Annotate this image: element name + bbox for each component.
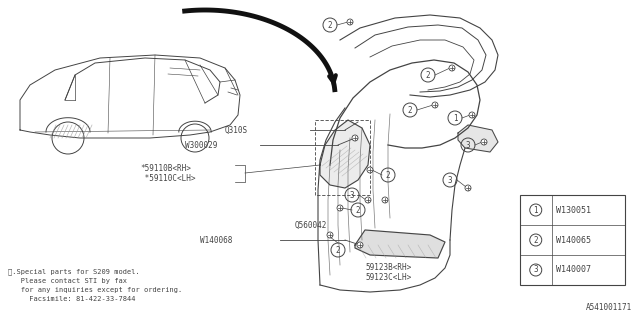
Text: 59123C<LH>: 59123C<LH> (365, 274, 412, 283)
Circle shape (432, 102, 438, 108)
Text: W130051: W130051 (557, 205, 591, 214)
Text: 3: 3 (448, 175, 452, 185)
Circle shape (337, 205, 343, 211)
Text: 2: 2 (328, 20, 332, 29)
Text: Q310S: Q310S (225, 125, 248, 134)
Text: 3: 3 (349, 190, 355, 199)
Text: 2: 2 (426, 70, 430, 79)
Text: W140065: W140065 (557, 236, 591, 244)
Polygon shape (320, 120, 370, 188)
Text: 59123B<RH>: 59123B<RH> (365, 263, 412, 273)
Circle shape (365, 197, 371, 203)
Polygon shape (458, 125, 498, 152)
Circle shape (469, 112, 475, 118)
Circle shape (382, 197, 388, 203)
Text: 3: 3 (466, 140, 470, 149)
Text: 2: 2 (533, 236, 538, 244)
Text: 3: 3 (533, 266, 538, 275)
Text: 2: 2 (336, 245, 340, 254)
Circle shape (357, 242, 363, 248)
Text: 1: 1 (533, 205, 538, 214)
Circle shape (347, 19, 353, 25)
Circle shape (449, 65, 455, 71)
Text: *59110B<RH>: *59110B<RH> (140, 164, 191, 172)
Text: 2: 2 (356, 205, 360, 214)
Text: ※.Special parts for S209 model.
   Please contact STI by fax
   for any inquirie: ※.Special parts for S209 model. Please c… (8, 268, 182, 302)
Text: 1: 1 (452, 114, 458, 123)
Text: W300029: W300029 (185, 140, 218, 149)
Text: 2: 2 (386, 171, 390, 180)
Text: 2: 2 (408, 106, 412, 115)
Circle shape (465, 185, 471, 191)
Text: W140068: W140068 (200, 236, 232, 244)
Text: *59110C<LH>: *59110C<LH> (140, 173, 195, 182)
Text: W140007: W140007 (557, 266, 591, 275)
Circle shape (327, 232, 333, 238)
Polygon shape (355, 230, 445, 258)
Bar (520, 195, 625, 285)
Text: A541001171: A541001171 (586, 303, 632, 312)
Text: Q560042: Q560042 (295, 220, 328, 229)
Circle shape (352, 135, 358, 141)
Circle shape (367, 167, 373, 173)
Circle shape (481, 139, 487, 145)
